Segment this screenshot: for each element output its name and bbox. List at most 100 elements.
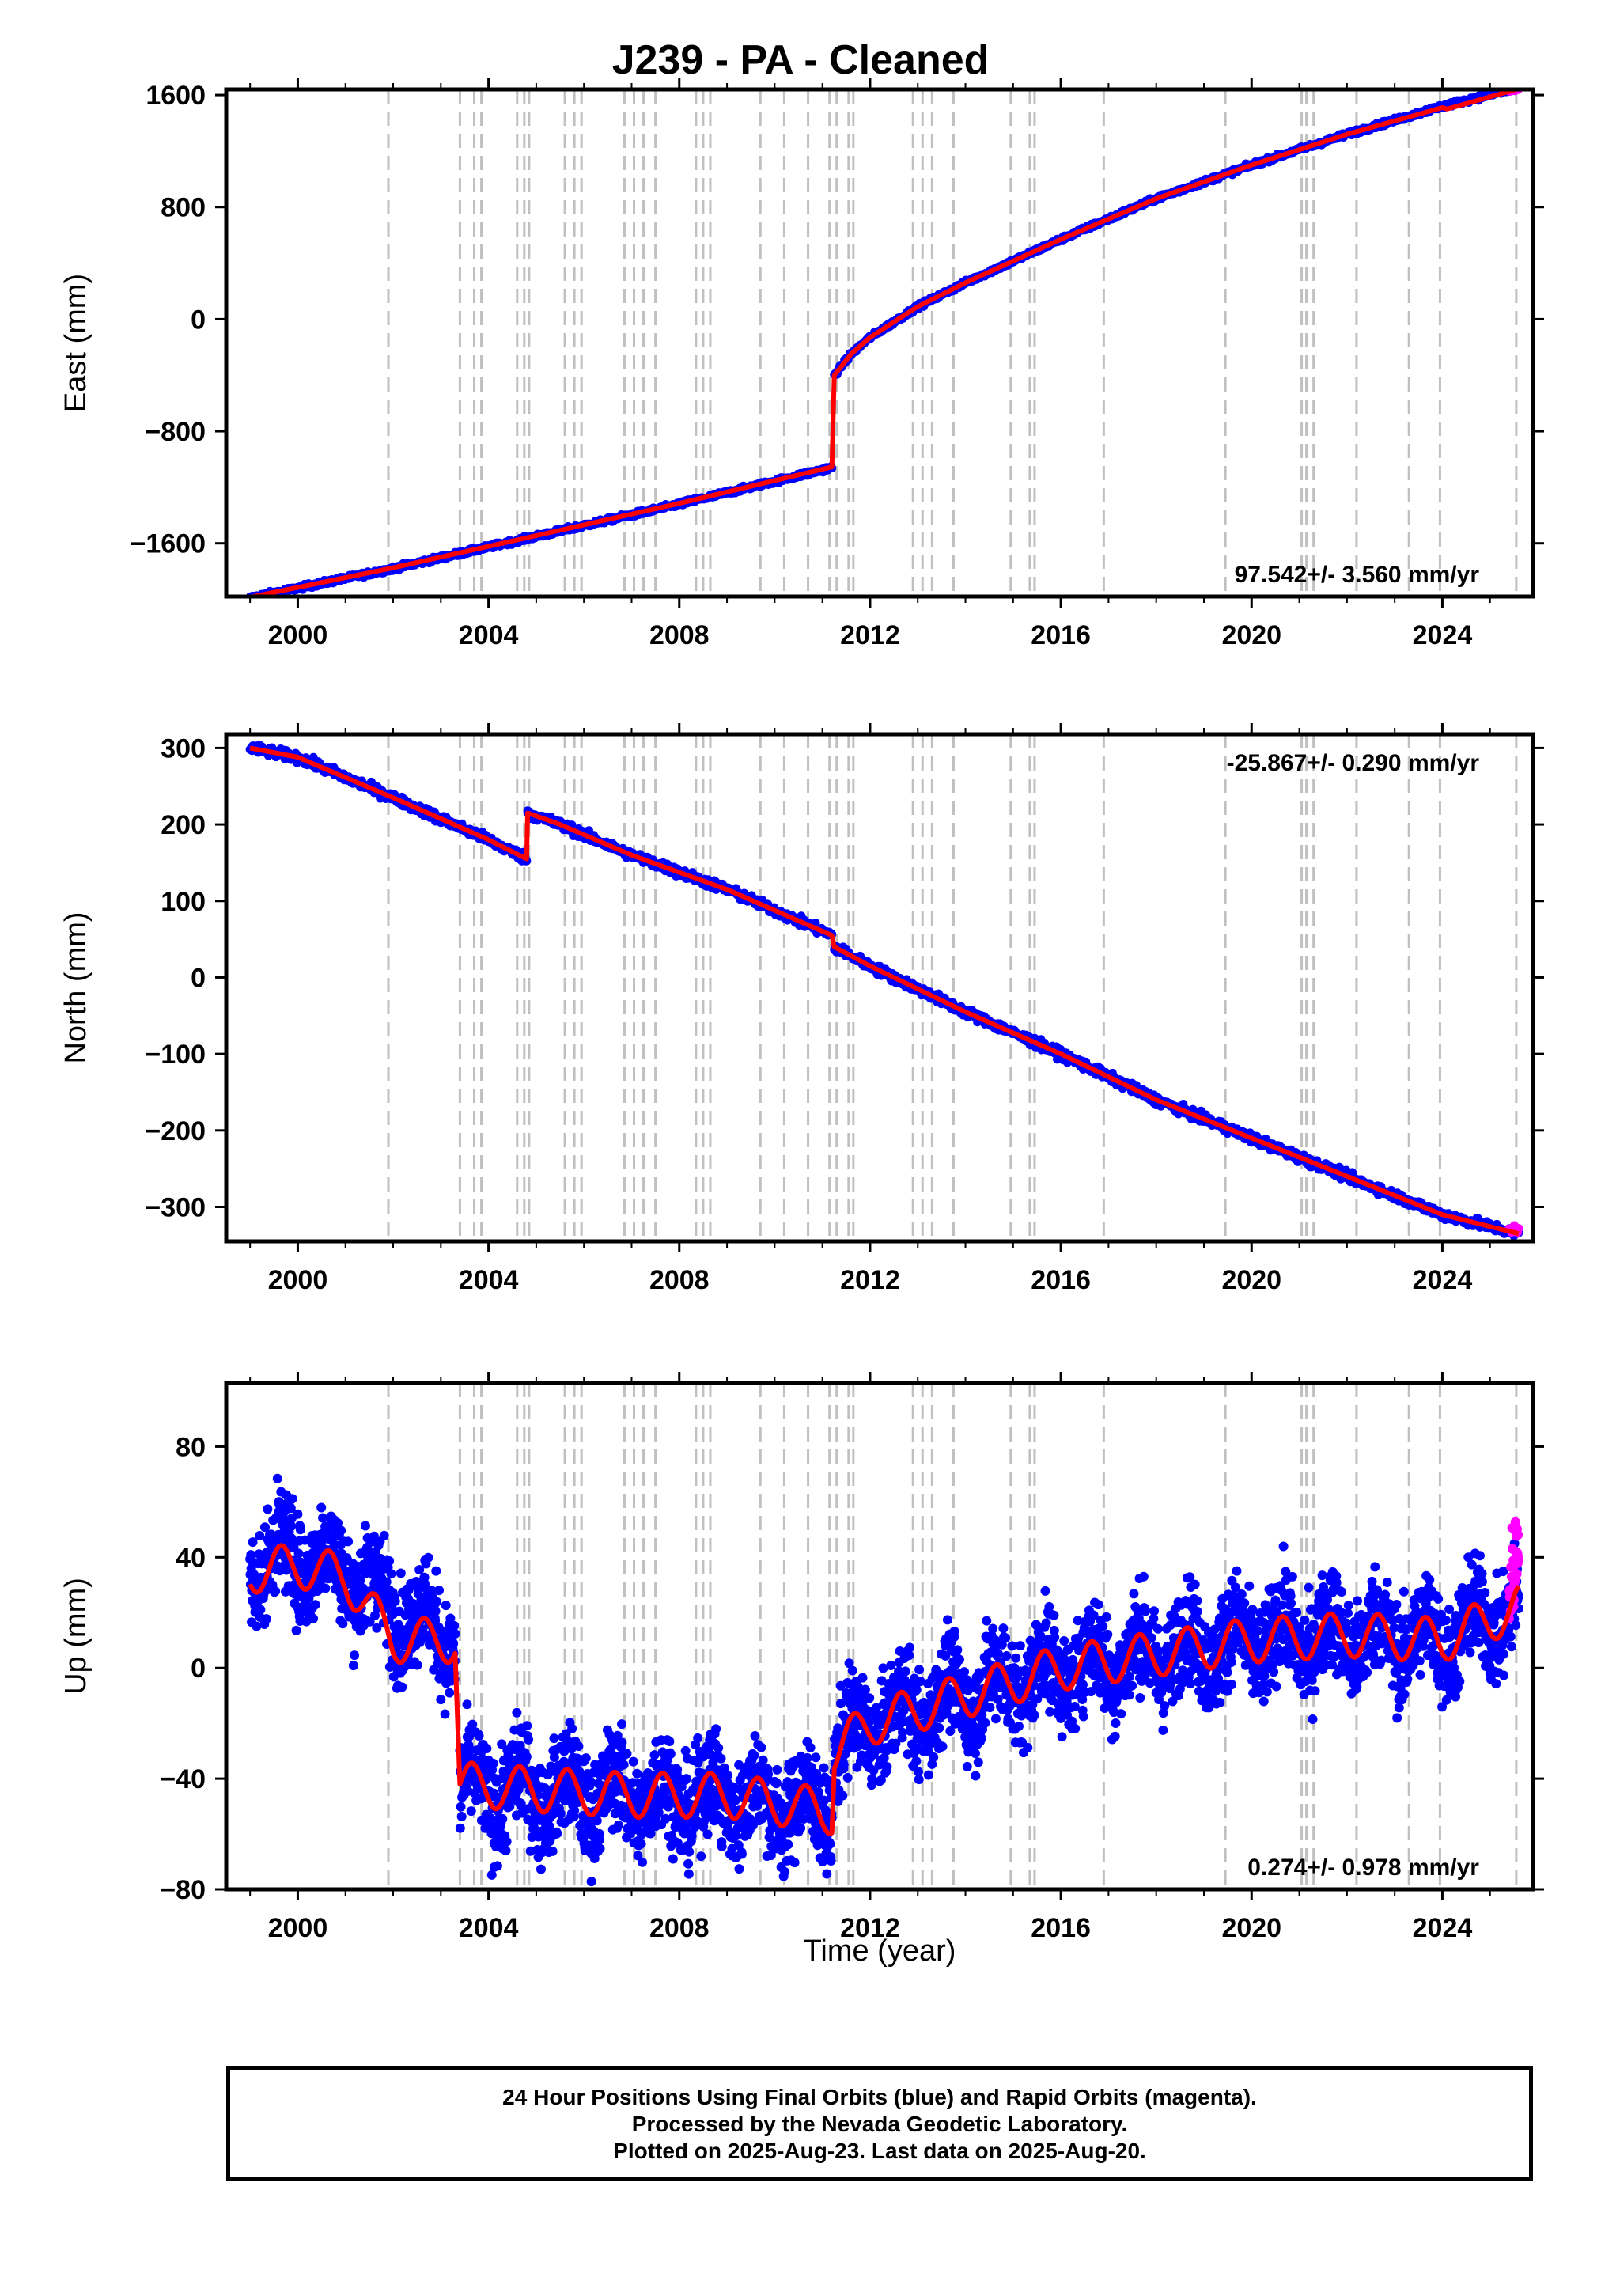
data-point (430, 1606, 441, 1616)
data-point (316, 1502, 327, 1513)
data-point (348, 1661, 358, 1671)
data-point (386, 1569, 396, 1579)
data-point (449, 1639, 459, 1649)
data-point (456, 1802, 466, 1812)
data-point (310, 1600, 320, 1610)
data-point (441, 1601, 451, 1611)
data-point (390, 1596, 400, 1606)
data-point (338, 1619, 348, 1629)
x-tick-label: 2012 (840, 1265, 900, 1295)
data-point (396, 1568, 406, 1578)
data-point (501, 1836, 512, 1847)
y-tick-label: −800 (145, 417, 206, 447)
x-tick-label: 2008 (649, 620, 710, 650)
data-point (365, 1616, 375, 1627)
scatter-series (245, 1473, 460, 1719)
east-panel: −1600 −800 0 800 1600 2000 2004 2008 2012 2016 202… (59, 78, 1544, 650)
data-point (286, 1503, 296, 1514)
data-point (440, 1709, 450, 1719)
data-point (466, 1806, 476, 1817)
data-point (350, 1650, 360, 1661)
y-tick-label: −300 (145, 1192, 206, 1222)
model-line (249, 89, 1520, 597)
data-point (423, 1552, 433, 1563)
data-point (343, 1536, 354, 1547)
data-point (1514, 1224, 1523, 1233)
data-point (381, 1577, 392, 1587)
data-point (320, 1583, 331, 1593)
x-tick-label: 2000 (268, 620, 328, 650)
y-tick-label: −100 (145, 1040, 206, 1070)
y-axis-label: North (mm) (59, 911, 93, 1063)
data-point (291, 1625, 301, 1635)
data-point (449, 1620, 460, 1631)
y-axis-label: East (mm) (59, 274, 93, 412)
panel-frame (224, 732, 1535, 1244)
data-point (295, 1525, 305, 1535)
data-point (293, 1509, 303, 1519)
y-tick-label: 1600 (146, 81, 206, 111)
y-tick-label: −1600 (131, 529, 206, 559)
data-point (501, 1846, 511, 1856)
y-tick-label: 800 (161, 193, 206, 223)
panel-frame (224, 87, 1535, 599)
scatter-series (455, 1699, 837, 1887)
data-point (445, 1688, 455, 1698)
data-point (293, 1548, 304, 1559)
data-point (445, 1613, 456, 1623)
rate-annotation: -25.867+/- 0.290 mm/yr (1227, 750, 1480, 776)
data-point (259, 1522, 270, 1533)
plot-area (245, 734, 1523, 1241)
y-tick-label: 0 (191, 963, 206, 993)
x-tick-label: 2012 (840, 620, 900, 650)
data-point (370, 1610, 380, 1620)
data-point (431, 1566, 441, 1576)
data-point (332, 1517, 343, 1528)
data-point (272, 1473, 282, 1483)
data-point (255, 1605, 266, 1615)
x-tick-label: 2020 (1221, 1265, 1281, 1295)
data-point (261, 1614, 271, 1624)
data-point (397, 1682, 407, 1692)
x-tick-label: 2000 (268, 1265, 328, 1295)
data-point (308, 1613, 319, 1623)
x-tick-label: 2024 (1413, 1265, 1473, 1295)
x-tick-label: 2004 (459, 620, 519, 650)
data-point (455, 1823, 465, 1833)
y-tick-label: −200 (145, 1116, 206, 1146)
y-tick-label: 300 (161, 733, 206, 763)
data-point (393, 1620, 403, 1630)
data-point (355, 1575, 365, 1586)
data-point (372, 1623, 382, 1633)
page-title: J239 - PA - Cleaned (611, 37, 990, 83)
data-point (263, 1504, 273, 1514)
data-point (462, 1699, 472, 1710)
y-tick-label: 0 (191, 305, 206, 335)
y-tick-label: 100 (161, 887, 206, 917)
data-point (379, 1530, 389, 1540)
data-point (360, 1521, 370, 1531)
plot-area (245, 1383, 1523, 1889)
x-tick-label: 2016 (1031, 1265, 1091, 1295)
scatter-series (830, 941, 1523, 1241)
data-point (450, 1628, 460, 1639)
x-tick-label: 2016 (1031, 620, 1091, 650)
data-point (318, 1513, 328, 1523)
x-tick-label: 2020 (1221, 620, 1281, 650)
data-point (384, 1556, 395, 1567)
data-point (456, 1812, 467, 1822)
data-point (248, 1537, 258, 1548)
data-point (436, 1695, 446, 1705)
x-tick-label: 2008 (649, 1265, 710, 1295)
model-line (249, 745, 1520, 1237)
data-point (286, 1521, 297, 1532)
data-point (287, 1494, 297, 1504)
data-point (434, 1586, 445, 1596)
plot-area (245, 89, 1523, 597)
data-point (512, 1707, 522, 1718)
data-point (488, 1758, 498, 1768)
data-point (255, 1530, 265, 1540)
